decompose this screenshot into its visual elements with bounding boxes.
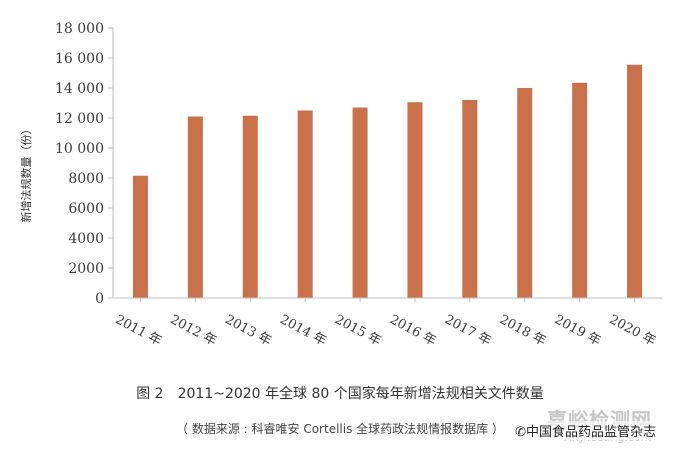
bar-chart: 0 2000 4000 6000 8000 10 000 12 000 14 000 16 00…: [19, 21, 662, 349]
x-tick-label: 2014 年: [277, 312, 328, 349]
bars: [132, 64, 643, 298]
y-tick-label: 14 000: [55, 81, 104, 97]
y-tick-label: 6000: [68, 201, 104, 217]
x-tick-label: 2017 年: [442, 312, 493, 349]
x-tick-label: 2018 年: [497, 312, 548, 349]
y-axis-label: 新增法规数量（份）: [19, 124, 33, 223]
y-tick-label: 2000: [68, 261, 104, 277]
x-tick-label: 2015 年: [332, 312, 383, 349]
x-tick-label: 2012 年: [167, 312, 218, 349]
wechat-account-name: 中国食品药品监管杂志: [525, 425, 656, 440]
bar: [297, 110, 313, 298]
y-tick-label: 0: [95, 291, 104, 307]
data-source-note: （ 数据来源 : 科睿唯安 Cortellis 全球药政法规情报数据库 ）: [176, 422, 504, 436]
y-tick-label: 10 000: [55, 141, 104, 157]
x-tick-label: 2016 年: [387, 312, 438, 349]
wechat-icon: ✆: [515, 425, 526, 440]
x-tick-label: 2011 年: [113, 312, 164, 349]
x-tick-label: 2020 年: [607, 312, 658, 349]
y-axis: 0 2000 4000 6000 8000 10 000 12 000 14 000 16 00…: [55, 21, 114, 307]
bar: [462, 100, 478, 298]
bar: [572, 82, 588, 298]
bar: [132, 175, 148, 298]
y-tick-label: 8000: [68, 171, 104, 187]
figure-caption: 图 2 2011~2020 年全球 80 个国家每年新增法规相关文件数量: [136, 386, 544, 402]
y-tick-label: 16 000: [55, 51, 104, 67]
bar: [407, 102, 423, 298]
y-tick-label: 18 000: [55, 21, 104, 37]
x-tick-label: 2013 年: [222, 312, 273, 349]
bar: [352, 107, 368, 298]
bar: [187, 116, 203, 298]
wechat-account-label: ✆中国食品药品监管杂志: [515, 421, 656, 440]
bar: [242, 115, 258, 298]
x-axis: 2011 年 2012 年 2013 年 2014 年 2015 年 2016 年 2017…: [113, 297, 662, 349]
bar: [517, 88, 533, 298]
bar: [627, 64, 643, 298]
x-tick-label: 2019 年: [552, 312, 603, 349]
y-tick-label: 4000: [68, 231, 104, 247]
chart-area: 0 2000 4000 6000 8000 10 000 12 000 14 000 16 00…: [19, 21, 662, 349]
y-tick-label: 12 000: [55, 111, 104, 127]
